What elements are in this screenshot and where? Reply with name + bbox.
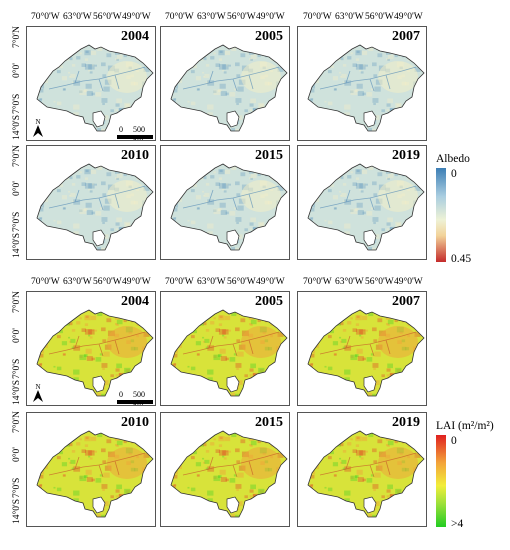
lai-map-image (170, 430, 288, 518)
lat-label: 7°0'S (12, 358, 22, 379)
year-label: 2007 (392, 294, 420, 309)
lon-label: 56°0'W (227, 12, 256, 22)
lon-label: 56°0'W (93, 12, 122, 22)
year-label: 2015 (255, 148, 283, 163)
lai-map-2004: 2004 N 0 500 km (26, 291, 156, 406)
lai-map-image (307, 430, 425, 518)
lon-label: 56°0'W (365, 277, 394, 287)
lon-label: 63°0'W (335, 277, 364, 287)
lat-label: 7°0'N (12, 26, 22, 48)
albedo-map-image (307, 163, 425, 251)
lai-map-image (36, 430, 154, 518)
lat-label: 7°0'N (12, 411, 22, 433)
colorbar-title: Albedo (436, 153, 470, 165)
lon-label: 56°0'W (227, 277, 256, 287)
lat-label: 0°0' (12, 446, 22, 462)
north-arrow-icon: N (33, 118, 43, 137)
albedo-map-image (170, 44, 288, 132)
albedo-map-image (36, 44, 154, 132)
year-label: 2004 (121, 294, 149, 309)
albedo-map-2019: 2019 (297, 145, 427, 260)
lon-label: 70°0'W (303, 277, 332, 287)
albedo-map-2015: 2015 (160, 145, 290, 260)
lai-map-2019: 2019 (297, 412, 427, 527)
lon-label: 49°0'W (256, 277, 285, 287)
lat-label: 7°0'N (12, 145, 22, 167)
year-label: 2019 (392, 415, 420, 430)
colorbar-gradient (436, 168, 446, 262)
lon-label: 49°0'W (394, 12, 423, 22)
north-letter: N (35, 383, 40, 391)
lat-label: 14°0'S (12, 498, 22, 524)
lat-label: 14°0'S (12, 232, 22, 258)
lat-label: 0°0' (12, 180, 22, 196)
albedo-map-2010: 2010 (26, 145, 156, 260)
lat-label: 7°0'S (12, 211, 22, 232)
scale-bar (117, 135, 153, 139)
colorbar-title: LAI (m²/m²) (436, 420, 494, 432)
year-label: 2019 (392, 148, 420, 163)
lat-label: 7°0'S (12, 93, 22, 114)
year-label: 2005 (255, 294, 283, 309)
year-label: 2005 (255, 29, 283, 44)
albedo-map-2005: 2005 (160, 26, 290, 141)
scale-bar (117, 400, 153, 404)
albedo-map-image (170, 163, 288, 251)
lon-label: 63°0'W (197, 12, 226, 22)
lon-label: 70°0'W (165, 277, 194, 287)
lon-label: 63°0'W (63, 12, 92, 22)
lai-map-image (307, 309, 425, 397)
colorbar-min: 0 (451, 168, 457, 180)
colorbar-gradient (436, 435, 446, 527)
lai-map-2005: 2005 (160, 291, 290, 406)
lai-map-2007: 2007 (297, 291, 427, 406)
year-label: 2010 (121, 415, 149, 430)
scale-zero: 0 (119, 125, 123, 134)
lon-label: 70°0'W (303, 12, 332, 22)
lai-map-image (36, 309, 154, 397)
lat-label: 0°0' (12, 327, 22, 343)
lon-label: 56°0'W (365, 12, 394, 22)
lon-label: 63°0'W (63, 277, 92, 287)
albedo-map-image (307, 44, 425, 132)
north-letter: N (35, 118, 40, 126)
lon-label: 63°0'W (197, 277, 226, 287)
lat-label: 7°0'S (12, 477, 22, 498)
colorbar-max: >4 (451, 518, 464, 530)
lai-map-2015: 2015 (160, 412, 290, 527)
lon-label: 70°0'W (165, 12, 194, 22)
lat-label: 0°0' (12, 62, 22, 78)
lon-label: 56°0'W (93, 277, 122, 287)
albedo-map-2004: 2004 N 0 500 km (26, 26, 156, 141)
albedo-map-image (36, 163, 154, 251)
lon-label: 70°0'W (31, 12, 60, 22)
scale-zero: 0 (119, 390, 123, 399)
year-label: 2007 (392, 29, 420, 44)
albedo-map-2007: 2007 (297, 26, 427, 141)
year-label: 2004 (121, 29, 149, 44)
lat-label: 14°0'S (12, 114, 22, 140)
lat-label: 14°0'S (12, 379, 22, 405)
colorbar-min: 0 (451, 435, 457, 447)
lon-label: 49°0'W (122, 277, 151, 287)
lon-label: 49°0'W (256, 12, 285, 22)
north-arrow-icon: N (33, 383, 43, 402)
year-label: 2015 (255, 415, 283, 430)
lat-label: 7°0'N (12, 291, 22, 313)
lon-label: 49°0'W (122, 12, 151, 22)
lon-label: 63°0'W (335, 12, 364, 22)
lon-label: 49°0'W (394, 277, 423, 287)
lai-map-image (170, 309, 288, 397)
year-label: 2010 (121, 148, 149, 163)
lon-label: 70°0'W (31, 277, 60, 287)
lai-map-2010: 2010 (26, 412, 156, 527)
colorbar-max: 0.45 (451, 253, 472, 265)
